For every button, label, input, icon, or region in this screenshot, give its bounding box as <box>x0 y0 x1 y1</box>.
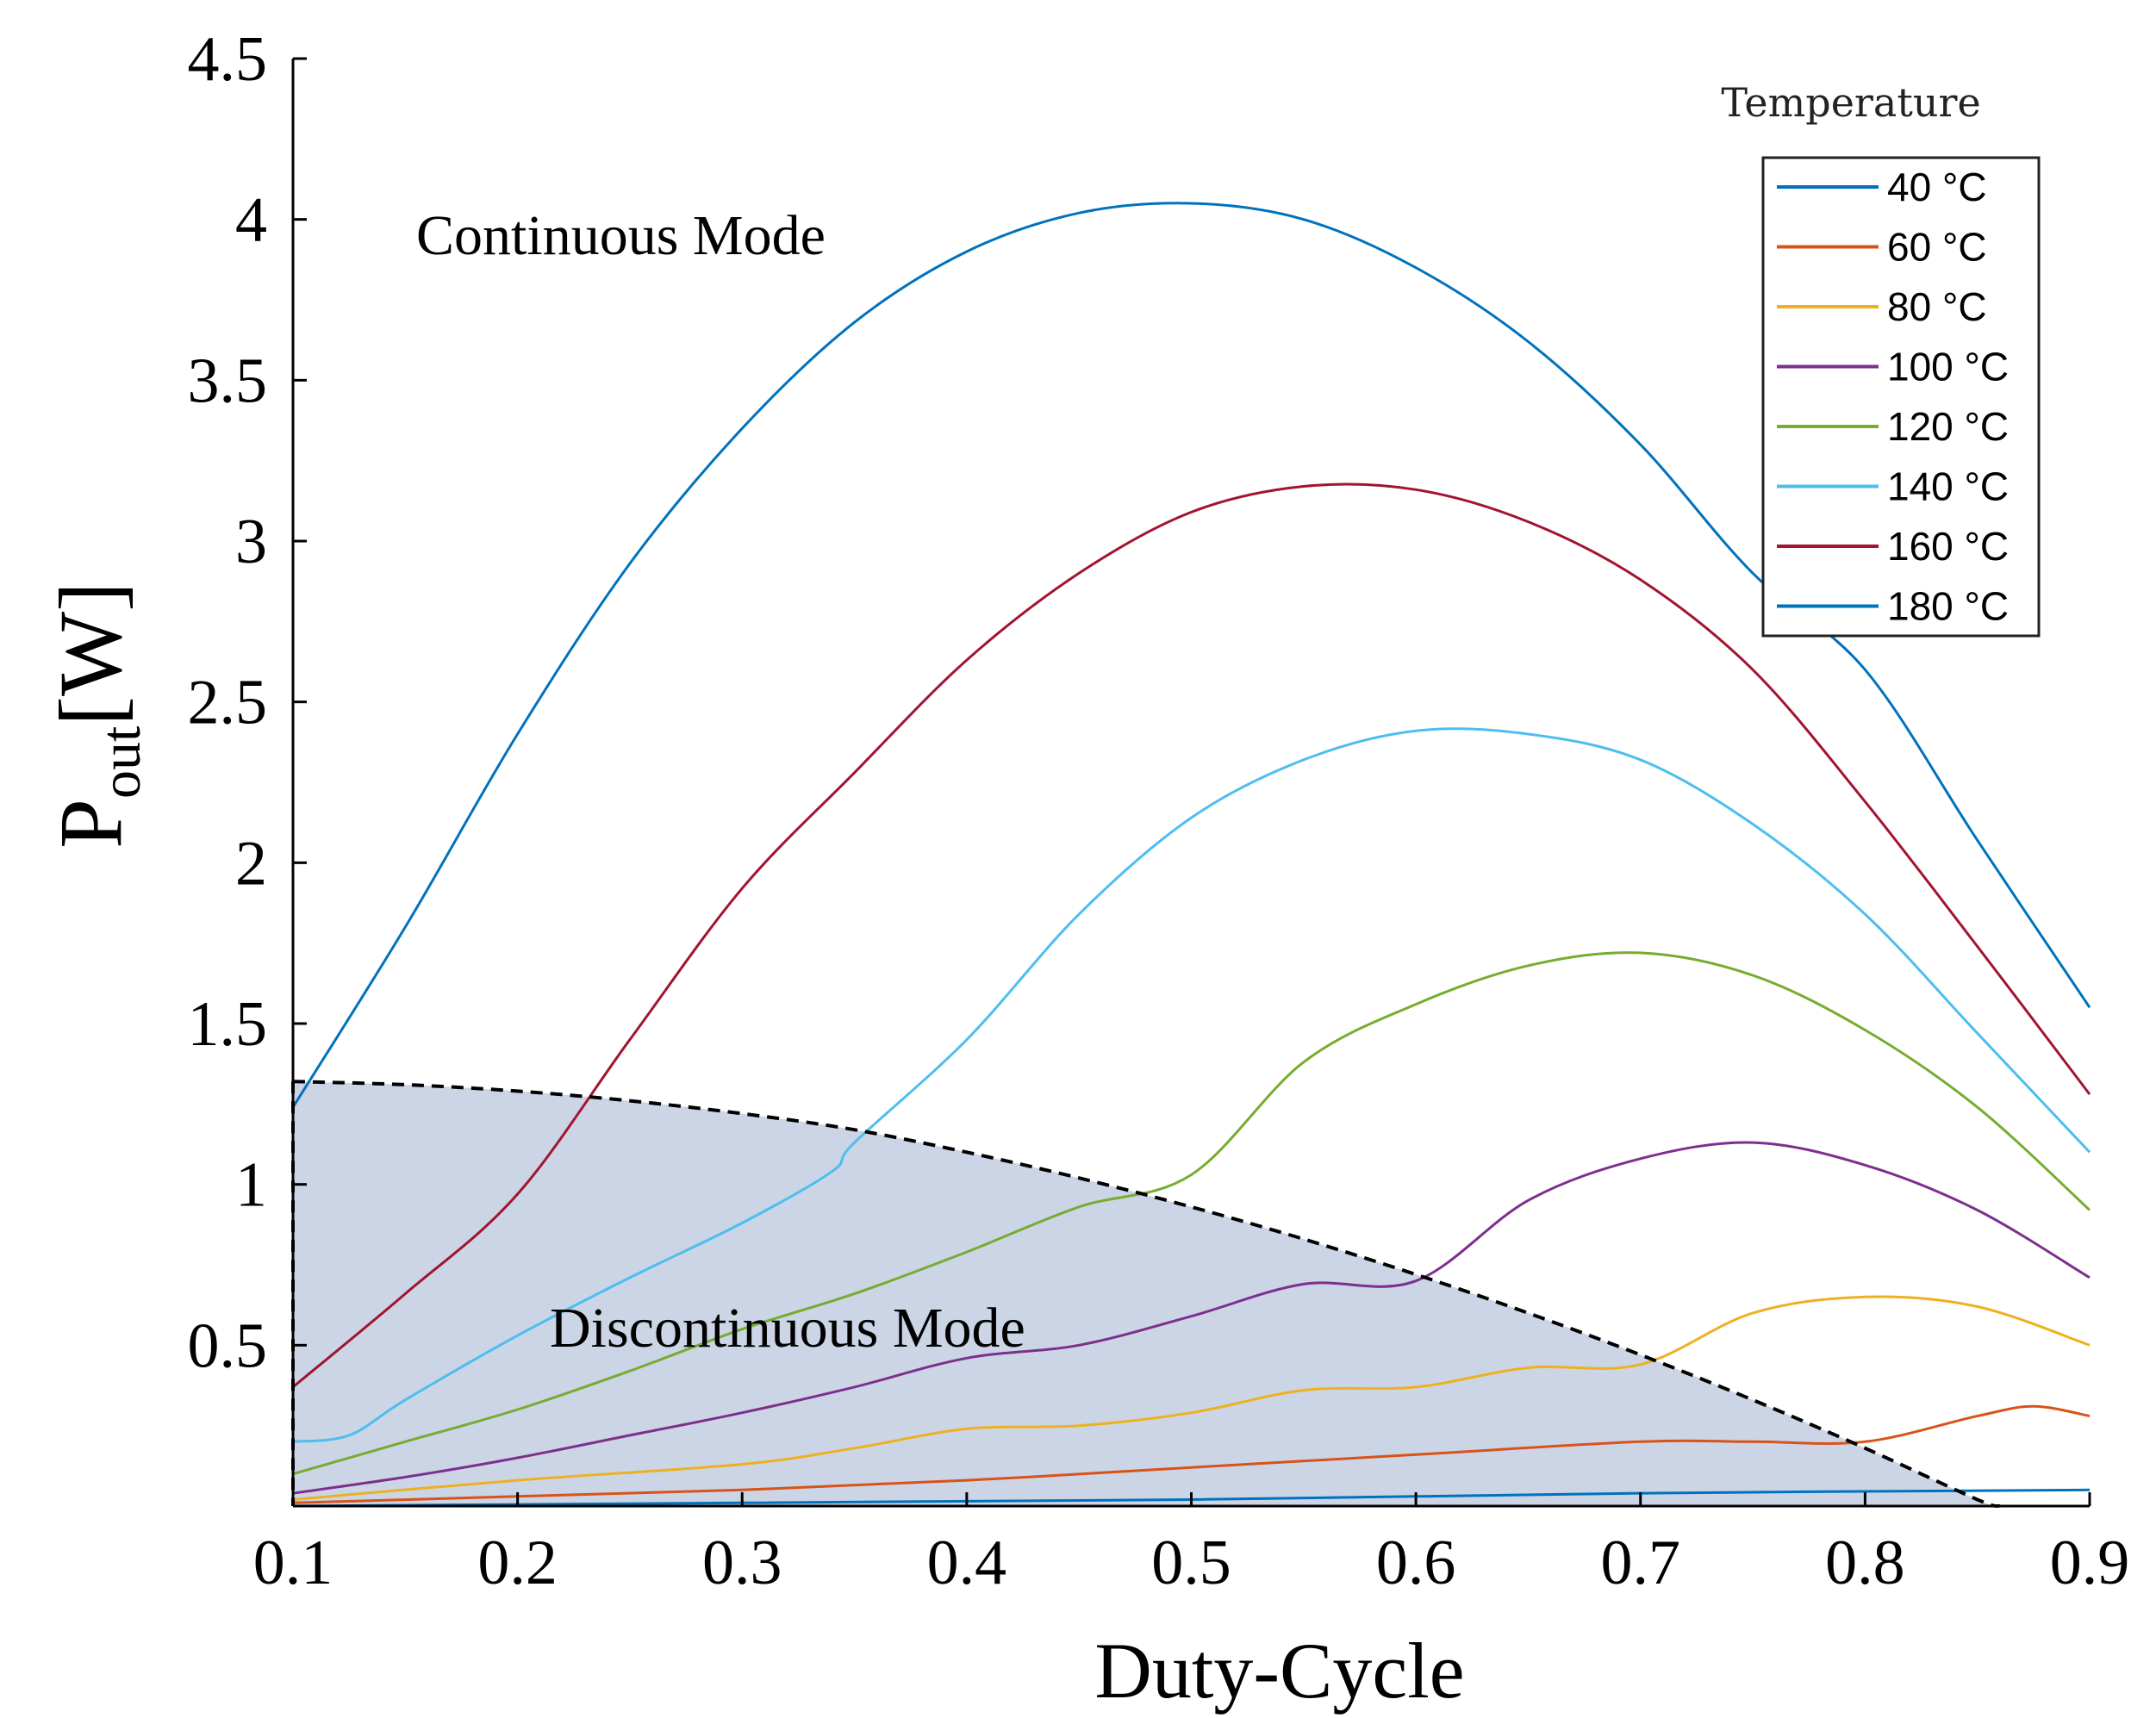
legend-item: 80 °C <box>1777 284 1987 329</box>
legend: 40 °C 60 °C 80 °C 100 °C 120 °C 140 °C 160 °C 1… <box>1777 165 2009 629</box>
legend-title: Temperature <box>1721 79 1980 126</box>
y-tick-label: 1.5 <box>188 989 268 1060</box>
boundary-curve <box>292 1080 2001 1509</box>
series-line-120c <box>292 951 2091 1476</box>
x-tick-label: 0.2 <box>477 1528 558 1598</box>
legend-label: 140 °C <box>1887 464 2009 509</box>
x-tick-label: 0.4 <box>927 1528 1007 1598</box>
legend-item: 60 °C <box>1777 225 1987 270</box>
discontinuous-region-fill <box>293 1081 2000 1507</box>
legend-label: 120 °C <box>1887 404 2009 449</box>
x-tick-label: 0.8 <box>1825 1528 1905 1598</box>
x-tick-label: 0.1 <box>253 1528 333 1598</box>
x-tick-label: 0.5 <box>1151 1528 1231 1598</box>
legend-label: 60 °C <box>1887 225 1987 270</box>
y-tick-label: 1 <box>235 1150 267 1221</box>
x-tick-label: 0.3 <box>702 1528 782 1598</box>
y-tick-label: 2.5 <box>188 668 268 738</box>
legend-item: 120 °C <box>1777 404 2009 449</box>
x-tick-label: 0.7 <box>1601 1528 1681 1598</box>
annotation-continuous-mode: Continuous Mode <box>416 204 826 267</box>
x-tick-label: 0.9 <box>2050 1528 2130 1598</box>
legend-item: 100 °C <box>1777 345 2009 389</box>
legend-label: 180 °C <box>1887 584 2009 629</box>
y-tick-label: 4.5 <box>188 24 268 95</box>
legend-label: 40 °C <box>1887 165 1987 209</box>
y-tick-label: 3 <box>235 507 267 577</box>
legend-item: 160 °C <box>1777 524 2009 569</box>
x-tick-label: 0.6 <box>1376 1528 1456 1598</box>
legend-item: 180 °C <box>1777 584 2009 629</box>
x-axis-label: Duty-Cycle <box>1094 1627 1464 1715</box>
series-line-160c <box>292 482 2091 1389</box>
y-tick-labels: 0.5 1 1.5 2 2.5 3 3.5 4 4.5 <box>188 24 268 1381</box>
axes <box>291 57 2091 1508</box>
series-line-100c <box>292 1141 2091 1495</box>
x-tick-labels: 0.1 0.2 0.3 0.4 0.5 0.6 0.7 0.8 0.9 <box>253 1528 2130 1598</box>
discontinuous-region <box>293 1081 2000 1507</box>
series-line-60c <box>292 1404 2091 1504</box>
legend-label: 80 °C <box>1887 284 1987 329</box>
y-axis-label: Pout[W] <box>41 582 153 849</box>
y-tick-label: 2 <box>235 828 267 899</box>
legend-box <box>1761 156 2041 638</box>
y-tick-label: 3.5 <box>188 345 268 416</box>
y-tick-label: 4 <box>235 185 267 256</box>
legend-label: 100 °C <box>1887 345 2009 389</box>
legend-item: 140 °C <box>1777 464 2009 509</box>
y-axis-label-unit: [W] <box>41 582 140 725</box>
y-tick-label: 0.5 <box>188 1310 268 1381</box>
series-line-140c <box>292 727 2091 1443</box>
legend-label: 160 °C <box>1887 524 2009 569</box>
annotation-discontinuous-mode: Discontinuous Mode <box>550 1297 1025 1360</box>
y-axis-label-main: P <box>41 799 140 849</box>
legend-item: 40 °C <box>1777 165 1987 209</box>
series-line-80c <box>292 1295 2091 1501</box>
y-axis-label-sub: out <box>90 726 153 799</box>
